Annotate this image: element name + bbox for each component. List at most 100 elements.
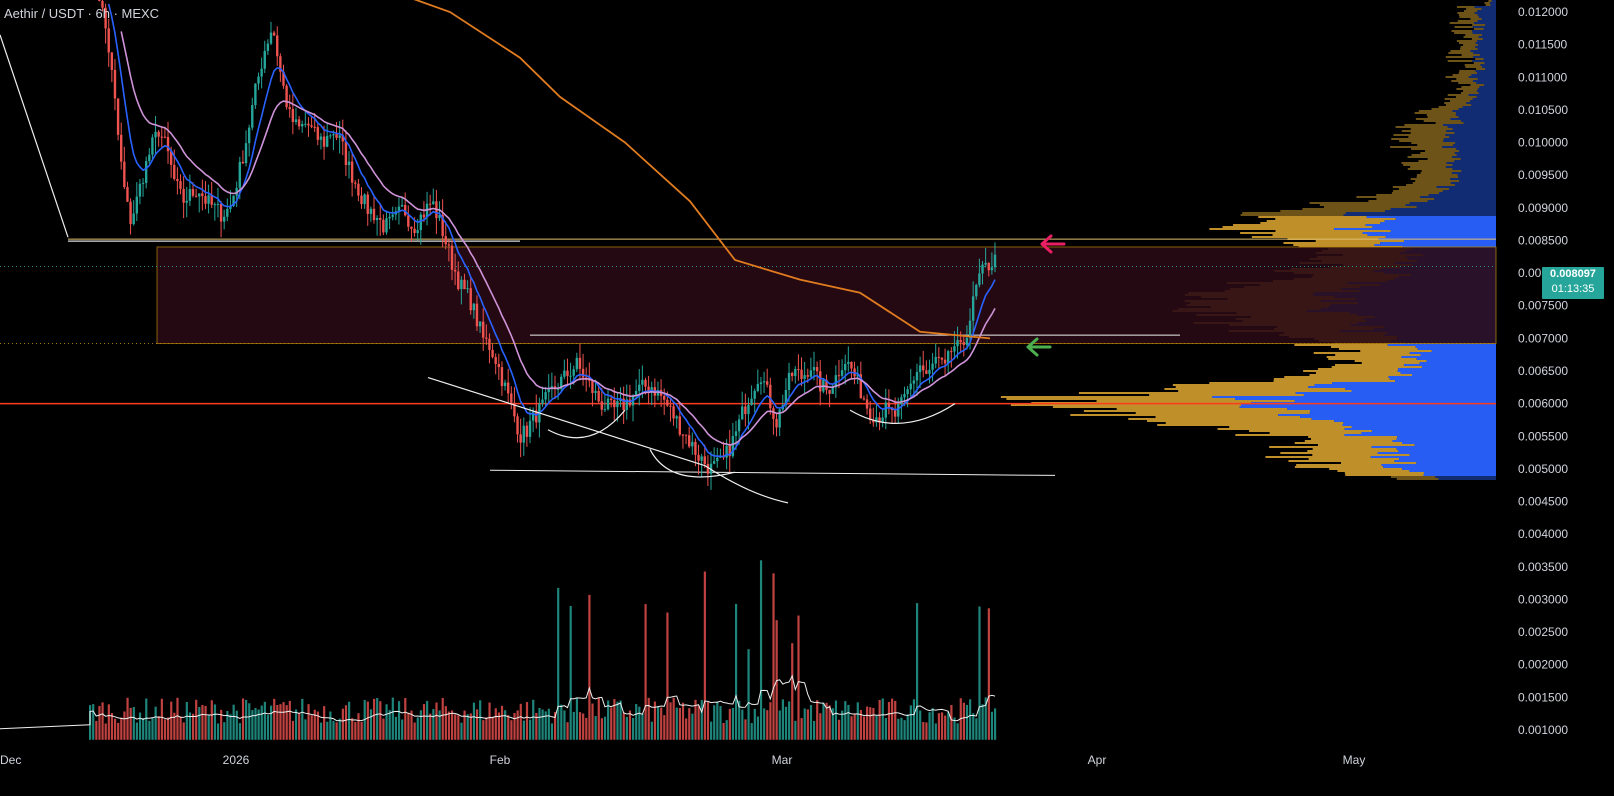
volume-bar	[594, 716, 597, 740]
vp-row-up	[1473, 28, 1484, 30]
volume-bar	[544, 711, 547, 740]
volume-bar	[956, 723, 959, 740]
candle-body	[385, 218, 388, 233]
volume-bar	[688, 708, 691, 740]
candle-body	[310, 125, 313, 127]
candle-body	[647, 386, 650, 391]
vp-row-down	[1472, 32, 1496, 34]
vp-row-up	[1448, 52, 1474, 54]
vp-row-down	[1475, 46, 1496, 48]
time-axis: Dec 2026 Feb Mar Apr May	[0, 753, 1365, 767]
vp-row-down	[1474, 6, 1496, 8]
vp-row-down	[1452, 110, 1496, 112]
vp-row-down	[1484, 84, 1496, 86]
volume-bar	[850, 716, 853, 740]
vp-row-up	[1296, 464, 1382, 466]
candle-body	[357, 183, 360, 196]
volume-bar	[656, 706, 660, 740]
vp-row-up	[1410, 128, 1453, 130]
candle-body	[834, 375, 838, 388]
volume-bar	[210, 700, 213, 740]
volume-bar	[185, 702, 188, 740]
volume-bar	[216, 723, 220, 740]
vp-row-down	[1459, 180, 1496, 182]
time-tick-label: Mar	[772, 753, 793, 767]
candle-body	[984, 262, 987, 265]
candle-body	[909, 383, 912, 390]
volume-bar	[984, 697, 987, 740]
vp-row-up	[1229, 426, 1352, 428]
volume-bar	[987, 608, 990, 740]
volume-bar	[357, 713, 360, 740]
volume-bar	[978, 606, 981, 740]
vp-row-down	[1491, 0, 1496, 2]
candle-body	[975, 284, 978, 297]
vp-row-up	[1447, 94, 1469, 96]
candle-body	[990, 267, 994, 271]
vp-row-up	[1398, 188, 1450, 190]
vp-row-down	[1481, 66, 1496, 68]
vp-row-down	[1436, 186, 1496, 188]
candle-body	[837, 375, 841, 377]
volume-bar	[529, 719, 532, 740]
vp-row-up	[1458, 14, 1478, 16]
volume-bar	[738, 700, 741, 740]
candle-body	[606, 398, 610, 410]
volume-bar	[195, 699, 198, 740]
vp-row-up	[1376, 194, 1429, 196]
vp-row-up	[1427, 158, 1461, 160]
vp-row-down	[1443, 124, 1496, 126]
vp-row-down	[1472, 30, 1496, 32]
candle-body	[535, 410, 538, 423]
candle-body	[759, 382, 763, 385]
volume-bar	[872, 707, 875, 740]
volume-bar	[560, 704, 563, 740]
volume-bar	[407, 712, 410, 740]
vp-row-up	[1116, 408, 1288, 410]
candle-body	[547, 387, 550, 393]
volume-bar	[123, 711, 126, 740]
volume-bar	[678, 708, 682, 740]
volume-bar	[697, 705, 700, 740]
candle-body	[276, 35, 279, 57]
time-tick-label: Dec	[0, 753, 21, 767]
vp-row-down	[1468, 94, 1496, 96]
candle-body	[978, 273, 981, 285]
vp-row-up	[1284, 376, 1389, 378]
price-tick-label: 0.007500	[1518, 299, 1568, 313]
candle-body	[556, 388, 560, 390]
vp-row-up	[1464, 64, 1481, 66]
candle-body	[335, 134, 338, 138]
candle-body	[734, 431, 738, 437]
vp-row-up	[1416, 174, 1458, 176]
price-tick-label: 0.002500	[1518, 625, 1568, 639]
volume-bar	[447, 711, 451, 740]
vp-row-down	[1477, 48, 1496, 50]
vp-row-down	[1456, 154, 1496, 156]
candle-body	[581, 368, 585, 378]
vp-row-down	[1401, 442, 1496, 444]
candle-body	[379, 218, 382, 220]
candle-body	[765, 381, 769, 385]
volume-bar	[491, 716, 494, 740]
volume-bar	[575, 698, 579, 740]
vp-row-down	[1475, 42, 1496, 44]
candle-body	[622, 398, 625, 411]
vp-row-up	[1463, 36, 1479, 38]
vp-row-up	[1078, 392, 1296, 394]
vp-row-up	[1461, 86, 1480, 88]
candle-body	[141, 182, 145, 184]
vp-row-down	[1412, 374, 1496, 376]
candle-body	[950, 351, 953, 353]
vp-row-up	[1149, 394, 1304, 396]
candle-body	[216, 204, 220, 206]
price-tick-label: 0.003500	[1518, 560, 1568, 574]
volume-bar	[550, 723, 554, 740]
vp-row-down	[1383, 466, 1496, 468]
volume-bar	[469, 713, 472, 740]
volume-bar	[326, 721, 329, 740]
volume-bar	[160, 698, 163, 740]
volume-bar	[369, 709, 373, 740]
volume-bar	[270, 705, 273, 740]
